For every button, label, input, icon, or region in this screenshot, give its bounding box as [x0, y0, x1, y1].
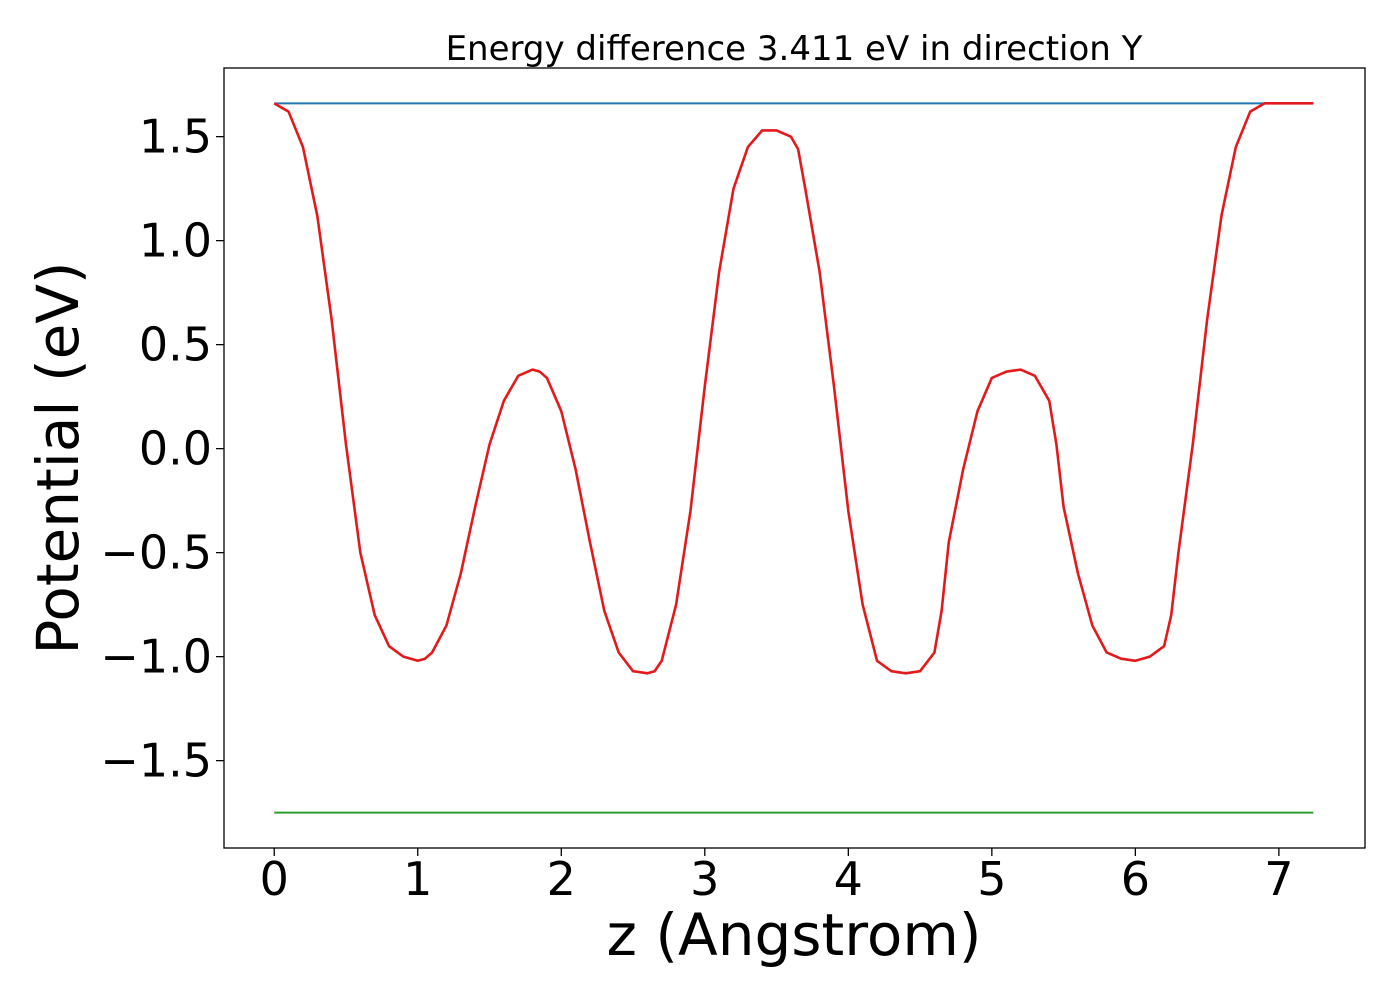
y-tick-label: −1.5	[100, 734, 212, 788]
x-tick-label: 7	[1264, 852, 1293, 906]
plot-lines	[273, 102, 1314, 814]
y-tick-label: 1.0	[139, 214, 212, 268]
y-tick-label: 0.0	[139, 422, 212, 476]
y-axis-ticks: 1.5 1.0 0.5 0.0 −0.5 −1.0 −1.5	[100, 110, 224, 788]
x-tick-label: 6	[1121, 852, 1150, 906]
y-tick-label: −1.0	[100, 630, 212, 684]
series-line-potential-curve	[273, 102, 1314, 675]
x-tick-label: 2	[547, 852, 576, 906]
x-axis-ticks: 0 1 2 3 4 5 6 7	[260, 848, 1294, 906]
y-axis-label: Potential (eV)	[24, 261, 92, 654]
x-tick-label: 4	[834, 852, 863, 906]
y-tick-label: −0.5	[100, 526, 212, 580]
x-tick-label: 3	[690, 852, 719, 906]
y-tick-label: 1.5	[139, 110, 212, 164]
x-axis-label: z (Angstrom)	[607, 901, 982, 969]
x-tick-label: 1	[403, 852, 432, 906]
chart-title: Energy difference 3.411 eV in direction …	[446, 29, 1143, 69]
x-tick-label: 0	[260, 852, 289, 906]
plot-frame	[223, 67, 1366, 849]
x-tick-label: 5	[977, 852, 1006, 906]
y-tick-label: 0.5	[139, 318, 212, 372]
